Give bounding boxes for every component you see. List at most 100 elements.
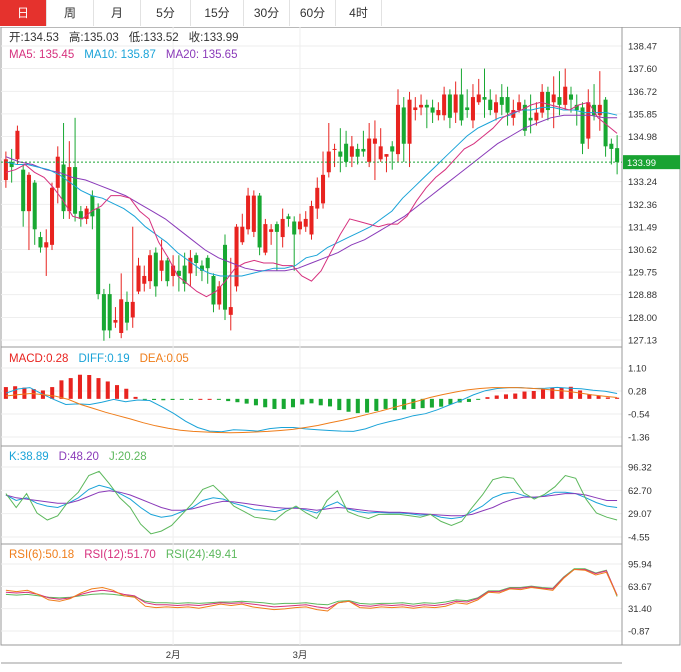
tab-7[interactable]: 60分 bbox=[290, 0, 336, 26]
candle-body bbox=[182, 265, 187, 284]
macd-bar bbox=[411, 398, 416, 409]
macd-bar bbox=[596, 396, 601, 399]
candle-body bbox=[499, 97, 504, 105]
candle-body bbox=[205, 257, 210, 269]
rsi6-line bbox=[5, 568, 618, 612]
candle bbox=[528, 94, 533, 134]
y-tick-label: 96.32 bbox=[628, 463, 652, 474]
candle-body bbox=[332, 148, 337, 150]
macd-bar bbox=[281, 398, 286, 409]
candle-body bbox=[597, 104, 602, 116]
macd-bar bbox=[272, 398, 277, 409]
candle-body bbox=[430, 107, 435, 113]
macd-bar bbox=[383, 398, 388, 409]
tab-5[interactable]: 15分 bbox=[191, 0, 244, 26]
macd_header-legend-item: DEA:0.05 bbox=[140, 353, 189, 365]
candle-body bbox=[222, 244, 228, 310]
candle-body bbox=[124, 301, 129, 323]
y-tick-label: 29.07 bbox=[628, 509, 652, 520]
candle bbox=[367, 123, 372, 168]
macd-bar bbox=[22, 387, 27, 399]
y-tick-label: 138.47 bbox=[628, 42, 657, 53]
candle-body bbox=[309, 205, 314, 235]
ma_header-legend: MA5: 135.45 MA10: 135.87 MA20: 135.65 bbox=[9, 49, 237, 61]
candle-body bbox=[522, 104, 527, 131]
tab-3[interactable]: 月 bbox=[94, 0, 141, 26]
tab-4[interactable]: 5分 bbox=[141, 0, 191, 26]
candle bbox=[194, 252, 199, 276]
rsi_header-legend-item: RSI(6):50.18 bbox=[9, 549, 74, 561]
kdj_header-legend-item: K:38.89 bbox=[9, 451, 49, 463]
ma10-line bbox=[5, 106, 618, 277]
last-price-tag bbox=[623, 155, 680, 170]
candle bbox=[361, 130, 366, 157]
candle bbox=[309, 200, 314, 240]
kdj_header-legend-item: J:20.28 bbox=[109, 451, 147, 463]
candle-body bbox=[586, 102, 591, 139]
candle-body bbox=[61, 164, 66, 212]
candle-body bbox=[355, 148, 360, 157]
tab-1[interactable]: 日 bbox=[0, 0, 47, 26]
candle bbox=[119, 273, 124, 339]
y-tick-label: 0.28 bbox=[628, 387, 647, 398]
candle bbox=[609, 138, 614, 165]
candle bbox=[222, 234, 228, 321]
price_header-legend-item: 高:135.03 bbox=[69, 30, 119, 44]
macd-bar bbox=[244, 398, 249, 404]
candle-body bbox=[494, 102, 499, 113]
candle-body bbox=[153, 252, 158, 287]
candles bbox=[3, 68, 620, 341]
candle-body bbox=[113, 320, 118, 323]
macd-bar bbox=[179, 398, 184, 400]
y-tick-label: -1.36 bbox=[628, 433, 650, 444]
kdj_header-legend: K:38.89 D:48.20 J:20.28 bbox=[9, 451, 147, 463]
candle bbox=[603, 97, 608, 157]
candle bbox=[378, 128, 383, 162]
candle bbox=[592, 84, 597, 121]
candle bbox=[26, 172, 31, 251]
macd-bar bbox=[226, 398, 231, 402]
candle-body bbox=[142, 275, 147, 284]
candle-body bbox=[574, 104, 579, 111]
macd-bar bbox=[392, 398, 397, 411]
candle-body bbox=[217, 286, 222, 305]
macd-bar bbox=[466, 398, 471, 402]
candle-body bbox=[488, 99, 493, 111]
macd-bar bbox=[161, 398, 166, 401]
candle bbox=[534, 102, 539, 126]
macd-bar bbox=[189, 398, 194, 400]
macd-bar bbox=[142, 398, 147, 400]
candle bbox=[263, 218, 268, 256]
candle bbox=[90, 190, 95, 230]
candle-body bbox=[49, 187, 55, 245]
candle-body bbox=[159, 260, 164, 271]
candle bbox=[482, 68, 487, 118]
candle-body bbox=[188, 257, 193, 274]
dea-line bbox=[5, 387, 618, 434]
tab-2[interactable]: 周 bbox=[47, 0, 94, 26]
candle-body bbox=[395, 104, 401, 155]
candle-body bbox=[459, 94, 464, 121]
macd-bar bbox=[420, 398, 425, 409]
macd-bar bbox=[152, 398, 157, 400]
tab-6[interactable]: 30分 bbox=[244, 0, 290, 26]
macd-bar bbox=[531, 391, 536, 399]
candle bbox=[303, 211, 308, 232]
price_header-legend-item: 收:133.99 bbox=[189, 30, 239, 44]
ma20-line bbox=[5, 114, 618, 272]
candle-body bbox=[419, 104, 424, 108]
candle bbox=[78, 205, 83, 227]
macd-bar bbox=[559, 387, 564, 399]
candle-body bbox=[240, 226, 245, 243]
candle-body bbox=[246, 195, 251, 230]
macd-bar bbox=[105, 381, 110, 399]
candle-body bbox=[269, 229, 274, 232]
candle bbox=[326, 123, 331, 178]
tab-8[interactable]: 4时 bbox=[336, 0, 382, 26]
y-tick-label: 130.62 bbox=[628, 245, 657, 256]
candle bbox=[505, 86, 510, 126]
candle-body bbox=[436, 110, 441, 116]
candle bbox=[580, 102, 585, 155]
candle bbox=[269, 224, 274, 245]
macd-bar bbox=[374, 398, 379, 411]
